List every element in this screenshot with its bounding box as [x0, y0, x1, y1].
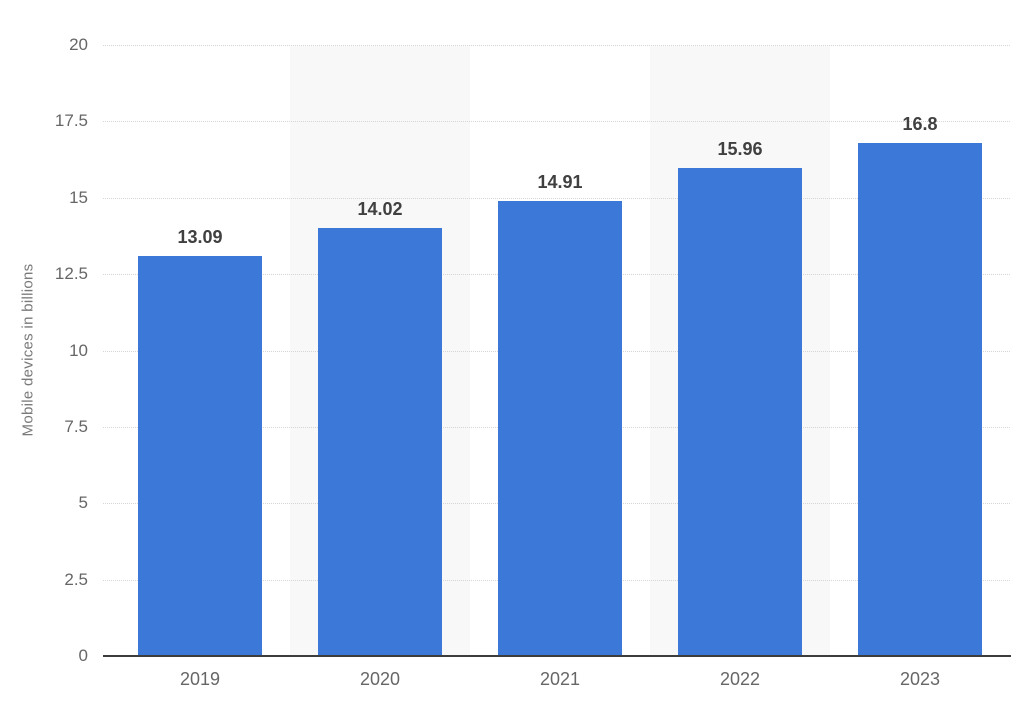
gridline-15	[103, 197, 1010, 199]
bar-2019	[138, 256, 262, 656]
gridline-17.5	[103, 121, 1010, 123]
x-tick-label-2020: 2020	[359, 669, 401, 689]
x-tick-label-2023: 2023	[899, 669, 941, 689]
bar-2021	[498, 200, 622, 656]
bar-2023	[858, 142, 982, 656]
y-tick-label-15: 15	[69, 187, 88, 207]
y-tick-label-12.5: 12.5	[54, 264, 88, 284]
y-tick-label-17.5: 17.5	[54, 111, 88, 131]
plot-area: 13.09 14.02 14.91 15.96 16.8	[103, 45, 1010, 656]
x-axis-line	[103, 655, 1011, 657]
y-tick-label-0: 0	[78, 646, 88, 665]
bar-2022	[678, 168, 802, 656]
y-tick-label-5: 5	[78, 493, 88, 513]
y-tick-label-10: 10	[69, 340, 88, 360]
x-tick-label-2021: 2021	[539, 669, 581, 689]
gridline-20	[103, 45, 1010, 46]
y-tick-label-7.5: 7.5	[64, 416, 88, 436]
y-tick-label-2.5: 2.5	[64, 569, 88, 589]
y-tick-label-20: 20	[69, 35, 88, 54]
x-tick-label-2022: 2022	[719, 669, 761, 689]
bar-value-label-2020: 14.02	[357, 198, 403, 219]
x-tick-label-2019: 2019	[179, 669, 221, 689]
bar-value-label-2021: 14.91	[537, 171, 583, 192]
bar-2020	[318, 227, 442, 656]
bar-value-label-2019: 13.09	[177, 227, 223, 248]
bar-value-label-2022: 15.96	[717, 139, 763, 160]
bar-value-label-2023: 16.8	[902, 113, 938, 134]
